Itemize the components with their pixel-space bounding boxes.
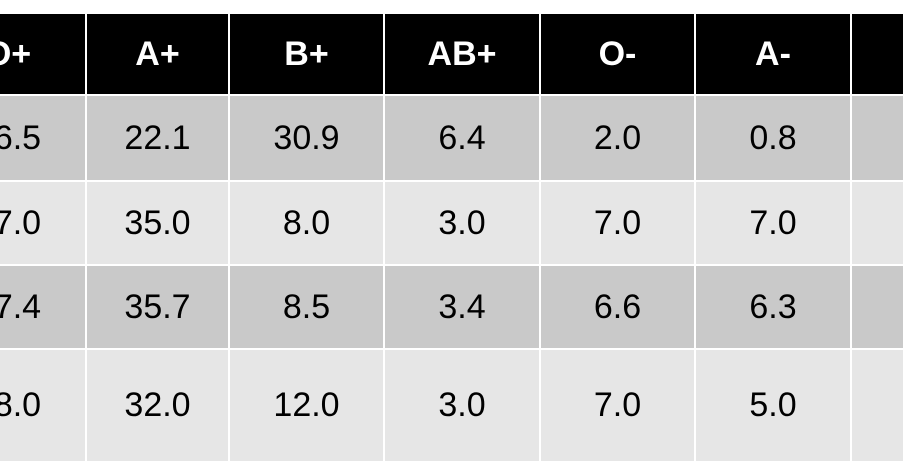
data-cell: 35.7 [87, 266, 228, 348]
data-cell [852, 266, 903, 348]
data-cell: 12.0 [230, 350, 383, 461]
data-cell [852, 96, 903, 180]
header-cell: O+ [0, 14, 85, 94]
data-cell: 22.1 [87, 96, 228, 180]
data-cell: 3.0 [385, 182, 539, 264]
data-cell: 2.0 [541, 96, 694, 180]
data-cell [852, 182, 903, 264]
header-cell: O- [541, 14, 694, 94]
data-cell: 32.0 [87, 350, 228, 461]
header-cell [852, 14, 903, 94]
data-cell: 36.5 [0, 96, 85, 180]
data-cell: 8.5 [230, 266, 383, 348]
data-cell: 37.4 [0, 266, 85, 348]
data-cell: 7.0 [696, 182, 850, 264]
data-cell: 6.3 [696, 266, 850, 348]
header-cell: AB+ [385, 14, 539, 94]
data-cell: 37.0 [0, 182, 85, 264]
data-cell: 6.6 [541, 266, 694, 348]
data-cell: 35.0 [87, 182, 228, 264]
data-cell: 7.0 [541, 182, 694, 264]
data-cell: 5.0 [696, 350, 850, 461]
data-cell: 7.0 [541, 350, 694, 461]
data-cell: 6.4 [385, 96, 539, 180]
data-cell: 8.0 [230, 182, 383, 264]
header-cell: A+ [87, 14, 228, 94]
data-cell: 3.4 [385, 266, 539, 348]
data-cell: 38.0 [0, 350, 85, 461]
data-cell: 0.8 [696, 96, 850, 180]
data-cell: 3.0 [385, 350, 539, 461]
header-cell: A- [696, 14, 850, 94]
data-cell [852, 350, 903, 461]
header-cell: B+ [230, 14, 383, 94]
data-cell: 30.9 [230, 96, 383, 180]
